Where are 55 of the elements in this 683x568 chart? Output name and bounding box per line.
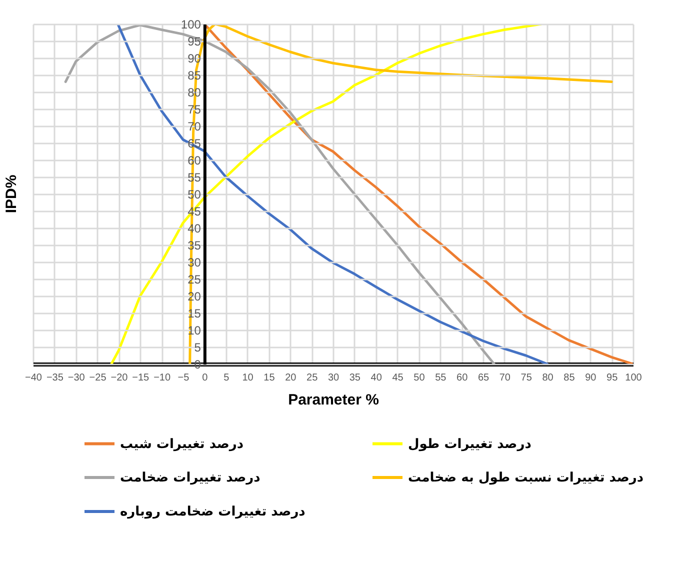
- x-tick-label: 95: [606, 372, 618, 384]
- y-tick-label: 5: [194, 340, 202, 354]
- y-tick-label: 30: [188, 256, 202, 270]
- x-tick-label: 85: [564, 372, 576, 384]
- x-tick-label: −5: [178, 372, 190, 384]
- y-tick-label: 80: [188, 86, 202, 100]
- y-axis-title: IPD%: [3, 174, 20, 214]
- y-tick-label: 10: [188, 324, 202, 338]
- y-tick-label: 50: [188, 188, 202, 202]
- y-tick-label: 35: [188, 238, 202, 252]
- x-tick-label: −15: [132, 372, 150, 384]
- y-tick-label: 60: [188, 154, 202, 168]
- x-tick-label: −25: [89, 372, 107, 384]
- y-tick-label: 40: [188, 222, 202, 236]
- x-tick-label: 90: [585, 372, 597, 384]
- x-tick-label: −40: [25, 372, 42, 384]
- x-tick-label: 45: [392, 372, 404, 384]
- x-tick-label: −20: [110, 372, 128, 384]
- y-tick-label: 75: [188, 102, 202, 116]
- x-tick-label: 70: [499, 372, 511, 384]
- y-tick-label: 85: [188, 68, 202, 82]
- x-tick-label: 10: [242, 372, 254, 384]
- legend-label: درصد تغییرات طول: [408, 436, 532, 452]
- y-tick-label: 100: [180, 18, 202, 32]
- y-tick-label: 0: [194, 358, 202, 372]
- legend-label: درصد تغییرات نسبت طول به ضخامت: [408, 470, 644, 486]
- y-tick-label: 90: [188, 52, 202, 66]
- legend-label: درصد تغییرات شیب: [120, 436, 244, 452]
- y-tick-label: 15: [188, 306, 202, 320]
- x-tick-label: 25: [306, 372, 318, 384]
- x-tick-label: 20: [285, 372, 297, 384]
- x-tick-label: −30: [68, 372, 86, 384]
- x-tick-label: −35: [46, 372, 64, 384]
- x-axis-title: Parameter %: [288, 392, 379, 408]
- x-tick-label: 0: [202, 372, 208, 384]
- x-tick-label: 100: [625, 372, 642, 384]
- legend-label: درصد تغییرات ضخامت روباره: [120, 504, 306, 520]
- x-tick-label: 40: [370, 372, 382, 384]
- y-tick-label: 25: [188, 272, 202, 286]
- y-tick-label: 20: [188, 290, 202, 304]
- x-tick-label: −10: [154, 372, 171, 384]
- y-tick-label: 70: [188, 120, 202, 134]
- x-tick-label: 60: [456, 372, 468, 384]
- x-tick-label: 50: [414, 372, 426, 384]
- y-tick-label: 95: [188, 34, 202, 48]
- x-tick-label: 5: [224, 372, 230, 384]
- x-tick-label: 55: [435, 372, 447, 384]
- x-tick-label: 35: [349, 372, 361, 384]
- x-tick-label: 75: [520, 372, 532, 384]
- x-tick-label: 80: [542, 372, 554, 384]
- y-tick-label: 55: [188, 170, 202, 184]
- x-tick-label: 65: [478, 372, 490, 384]
- x-tick-label: 15: [264, 372, 276, 384]
- legend-label: درصد تغییرات ضخامت: [120, 470, 261, 486]
- x-tick-label: 30: [328, 372, 340, 384]
